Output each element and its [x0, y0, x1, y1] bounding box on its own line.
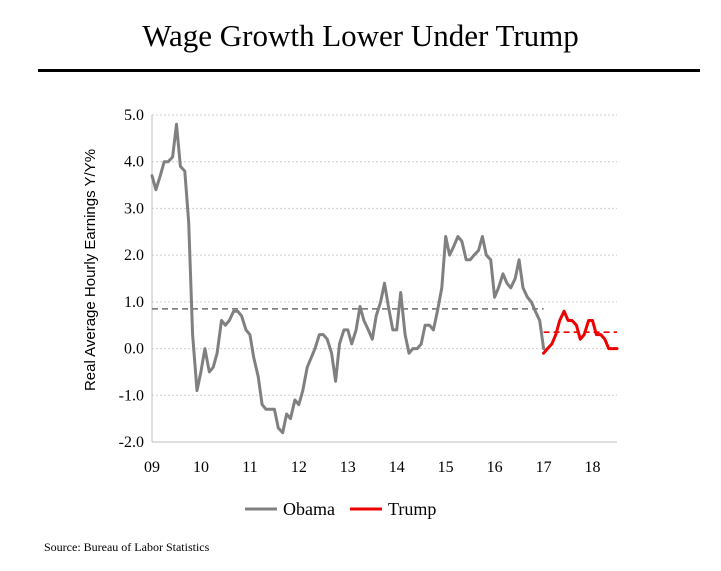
x-tick-label: 11 — [242, 459, 257, 476]
x-tick-label: 09 — [144, 459, 160, 476]
y-tick-labels: 5.0 4.0 3.0 2.0 1.0 0.0 -1.0 -2.0 — [119, 107, 144, 451]
y-tick-label: 5.0 — [124, 107, 144, 124]
x-tick-label: 12 — [291, 459, 307, 476]
y-tick-label: 1.0 — [124, 294, 144, 311]
x-tick-label: 13 — [340, 459, 356, 476]
axes — [151, 115, 617, 443]
y-tick-label: -1.0 — [119, 387, 144, 404]
series-line-obama — [150, 122, 546, 435]
gridlines — [152, 114, 617, 396]
y-tick-label: 4.0 — [124, 154, 144, 171]
x-tick-labels: 09 10 11 12 13 14 15 16 17 18 — [144, 459, 601, 476]
y-tick-label: 0.0 — [124, 341, 144, 358]
series-lines — [150, 122, 619, 435]
source-note: Source: Bureau of Labor Statistics — [44, 540, 210, 554]
legend-label-obama: Obama — [283, 499, 335, 519]
legend: Obama Trump — [245, 499, 436, 519]
series-line-trump — [542, 309, 619, 355]
x-tick-label: 18 — [585, 459, 601, 476]
legend-label-trump: Trump — [388, 499, 436, 519]
chart-title: Wage Growth Lower Under Trump — [142, 18, 579, 53]
title-divider — [38, 69, 700, 72]
x-tick-label: 15 — [438, 459, 454, 476]
y-tick-label: -2.0 — [119, 434, 144, 451]
x-tick-label: 16 — [487, 459, 503, 476]
y-axis-label: Real Average Hourly Earnings Y/Y% — [82, 149, 99, 391]
x-tick-label: 14 — [389, 459, 405, 476]
y-tick-label: 2.0 — [124, 247, 144, 264]
y-tick-label: 3.0 — [124, 200, 144, 217]
x-tick-label: 17 — [536, 459, 552, 476]
x-tick-label: 10 — [193, 459, 209, 476]
